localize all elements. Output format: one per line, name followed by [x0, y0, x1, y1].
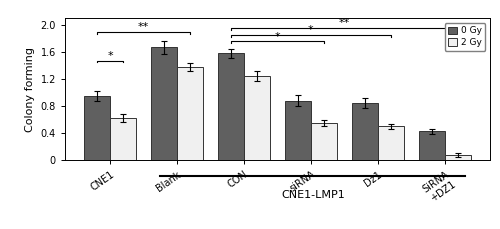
Text: **: **: [138, 22, 149, 32]
Bar: [418, 131, 444, 160]
Bar: [218, 54, 244, 160]
Text: *: *: [274, 32, 280, 42]
Bar: [151, 47, 177, 160]
Text: *: *: [308, 25, 314, 35]
Bar: [110, 118, 136, 160]
Bar: [84, 96, 110, 160]
Bar: [444, 155, 470, 160]
Text: *: *: [108, 51, 113, 61]
Y-axis label: Colony forming: Colony forming: [25, 47, 35, 132]
Text: CNE1-LMP1: CNE1-LMP1: [281, 190, 344, 200]
Text: **: **: [338, 18, 350, 28]
Bar: [378, 126, 404, 160]
Bar: [285, 101, 311, 160]
Bar: [244, 76, 270, 160]
Bar: [311, 123, 337, 160]
Bar: [177, 67, 203, 160]
Legend: 0 Gy, 2 Gy: 0 Gy, 2 Gy: [444, 23, 486, 51]
Bar: [352, 103, 378, 160]
